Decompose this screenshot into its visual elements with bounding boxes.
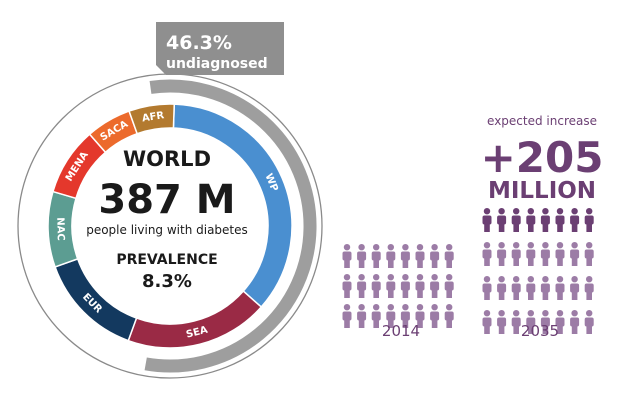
person-2035 (555, 276, 565, 300)
person-2035 (482, 276, 492, 300)
undiagnosed-arc (144, 79, 317, 373)
person-2035 (526, 208, 536, 232)
person-2035 (511, 310, 521, 334)
donut-segments (47, 103, 293, 349)
increase-unit: MILLION (488, 178, 596, 204)
people-group-2014 (342, 244, 454, 328)
person-2014 (371, 304, 381, 328)
person-2014 (357, 304, 367, 328)
person-2035 (526, 276, 536, 300)
person-2035 (497, 310, 507, 334)
person-2035 (526, 242, 536, 266)
expected-increase: expected increase +205 MILLION (481, 114, 604, 204)
center-world-label: WORLD (123, 147, 211, 171)
undiagnosed-callout: 46.3% undiagnosed (156, 22, 284, 75)
person-2014 (342, 304, 352, 328)
person-2035 (540, 310, 550, 334)
person-2014 (444, 244, 454, 268)
person-2014 (357, 244, 367, 268)
person-2035 (511, 276, 521, 300)
callout-background (156, 22, 284, 75)
center-total: 387 M (98, 177, 235, 223)
person-2014 (386, 244, 396, 268)
person-2014 (400, 244, 410, 268)
person-2014 (386, 274, 396, 298)
person-2014 (415, 274, 425, 298)
person-2035 (584, 208, 594, 232)
person-2014 (415, 304, 425, 328)
year-2035: 2035 (521, 322, 559, 340)
prevalence-label: PREVALENCE (116, 252, 217, 268)
person-2014 (430, 304, 440, 328)
person-2035 (540, 276, 550, 300)
person-2014 (357, 274, 367, 298)
donut-segment-afr (128, 103, 176, 135)
person-2035 (511, 242, 521, 266)
person-2035 (584, 242, 594, 266)
person-2014 (400, 274, 410, 298)
person-2035 (555, 310, 565, 334)
person-2035 (570, 276, 580, 300)
person-2035 (584, 276, 594, 300)
person-2014 (444, 304, 454, 328)
person-2014 (371, 244, 381, 268)
callout-label: undiagnosed (166, 56, 268, 72)
donut-label-sea: SEA (185, 325, 209, 341)
person-2014 (386, 304, 396, 328)
person-2014 (400, 304, 410, 328)
year-2014: 2014 (382, 322, 420, 340)
person-2035 (555, 242, 565, 266)
person-2035 (526, 310, 536, 334)
person-2035 (570, 208, 580, 232)
person-2035 (584, 310, 594, 334)
donut-label-nac: NAC (54, 217, 66, 241)
center-caption: people living with diabetes (86, 223, 248, 237)
person-2035 (497, 242, 507, 266)
person-2014 (342, 244, 352, 268)
people-group-2035 (482, 208, 594, 334)
increase-label: expected increase (487, 114, 597, 128)
person-2035 (497, 208, 507, 232)
person-2035 (482, 242, 492, 266)
prevalence-value: 8.3% (142, 271, 192, 292)
increase-amount: +205 (481, 133, 604, 182)
person-2035 (570, 242, 580, 266)
person-2014 (371, 274, 381, 298)
person-2035 (497, 276, 507, 300)
person-2014 (444, 274, 454, 298)
person-2035 (482, 208, 492, 232)
person-2035 (482, 310, 492, 334)
person-2014 (342, 274, 352, 298)
person-2035 (555, 208, 565, 232)
person-2014 (430, 244, 440, 268)
person-2014 (430, 274, 440, 298)
person-2035 (540, 242, 550, 266)
donut-label-afr: AFR (141, 110, 165, 124)
donut-center: WORLD 387 M people living with diabetes … (86, 147, 248, 292)
callout-percent: 46.3% (166, 32, 232, 54)
person-2035 (570, 310, 580, 334)
person-2014 (415, 244, 425, 268)
person-2035 (540, 208, 550, 232)
person-2035 (511, 208, 521, 232)
